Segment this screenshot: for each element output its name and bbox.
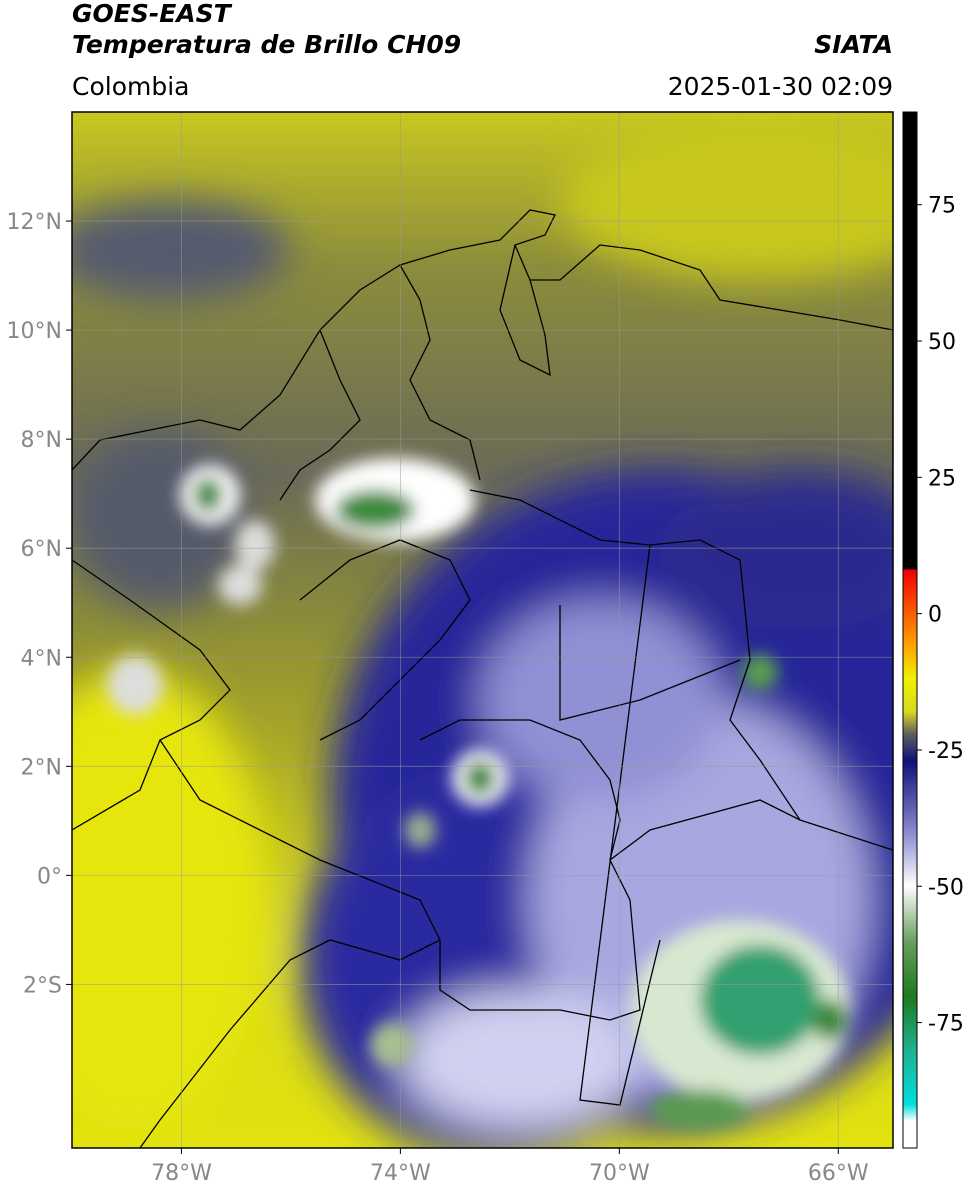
y-tick-label: 2°N xyxy=(21,755,62,780)
colorbar-tick-label: -50 xyxy=(928,875,964,900)
datetime: 2025-01-30 02:09 xyxy=(668,72,893,101)
satellite-image xyxy=(72,112,893,1148)
y-tick-label: 12°N xyxy=(7,210,62,235)
x-tick-label: 74°W xyxy=(370,1161,431,1186)
y-tick-label: 6°N xyxy=(21,537,62,562)
graticule xyxy=(72,112,893,1148)
colorbar xyxy=(902,111,918,1149)
source: SIATA xyxy=(814,30,893,59)
y-tick-label: 4°N xyxy=(21,646,62,671)
colorbar-tick-label: 50 xyxy=(928,330,956,355)
colorbar-tick-label: -75 xyxy=(928,1012,964,1037)
x-tick-label: 78°W xyxy=(151,1161,212,1186)
subtitle: Temperatura de Brillo CH09 xyxy=(72,30,461,59)
colorbar-tick-label: 75 xyxy=(928,194,956,219)
y-tick-label: 0° xyxy=(37,864,62,889)
colorbar-tick-label: 25 xyxy=(928,466,956,491)
y-tick-label: 8°N xyxy=(21,428,62,453)
y-tick-label: 10°N xyxy=(7,319,62,344)
x-tick-label: 70°W xyxy=(589,1161,650,1186)
colorbar-tick-label: 0 xyxy=(928,603,942,628)
y-tick-label: 2°S xyxy=(23,973,62,998)
colorbar-tick-label: -25 xyxy=(928,739,964,764)
region: Colombia xyxy=(72,72,189,101)
title: GOES-EAST xyxy=(72,0,233,28)
map-frame xyxy=(71,111,894,1149)
x-tick-label: 66°W xyxy=(808,1161,869,1186)
